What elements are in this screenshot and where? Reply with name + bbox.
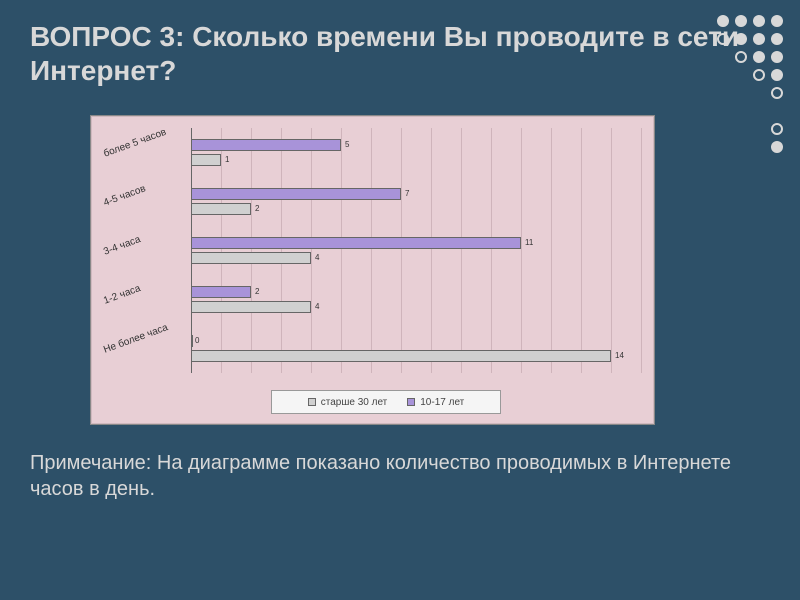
dot-spacer — [717, 69, 729, 81]
bar-value-label: 4 — [315, 302, 319, 311]
bar-series-a — [191, 335, 193, 347]
dot-filled-icon — [735, 15, 747, 27]
legend-swatch — [407, 398, 415, 406]
corner-decoration — [717, 15, 785, 155]
dot-spacer — [753, 105, 765, 117]
bar-series-a — [191, 139, 341, 151]
legend-swatch — [308, 398, 316, 406]
dot-spacer — [735, 123, 747, 135]
dot-filled-icon — [717, 15, 729, 27]
dot-filled-icon — [771, 33, 783, 45]
dot-outline-icon — [771, 87, 783, 99]
dot-spacer — [735, 105, 747, 117]
bar-series-a — [191, 237, 521, 249]
bar-series-b — [191, 154, 221, 166]
legend-label: старше 30 лет — [321, 397, 388, 408]
bar-value-label: 7 — [405, 189, 409, 198]
bar-value-label: 0 — [195, 336, 199, 345]
dot-spacer — [717, 51, 729, 63]
legend: старше 30 лет 10-17 лет — [271, 390, 501, 414]
bar-series-b — [191, 252, 311, 264]
dot-spacer — [735, 87, 747, 99]
dot-filled-icon — [771, 69, 783, 81]
dot-outline-icon — [771, 123, 783, 135]
slide-note: Примечание: На диаграмме показано количе… — [30, 450, 770, 502]
legend-label: 10-17 лет — [420, 397, 464, 408]
dot-spacer — [735, 141, 747, 153]
bar-value-label: 11 — [525, 238, 533, 247]
dot-spacer — [753, 141, 765, 153]
bar-series-b — [191, 203, 251, 215]
legend-item: 10-17 лет — [407, 397, 464, 408]
chart-container: более 5 часов 4-5 часов 3-4 часа 1-2 часа Не… — [90, 115, 655, 425]
y-axis-labels: более 5 часов 4-5 часов 3-4 часа 1-2 часа Не… — [96, 128, 186, 373]
bar-value-label: 2 — [255, 204, 259, 213]
bar-series-b — [191, 350, 611, 362]
bar-value-label: 1 — [225, 155, 229, 164]
bar-value-label: 5 — [345, 140, 349, 149]
dot-spacer — [717, 87, 729, 99]
dot-spacer — [753, 123, 765, 135]
bar-value-label: 4 — [315, 253, 319, 262]
category-label: Не более часа — [102, 322, 169, 355]
dot-spacer — [717, 141, 729, 153]
category-label: более 5 часов — [102, 126, 168, 159]
dot-spacer — [771, 105, 783, 117]
category-label: 3-4 часа — [102, 234, 142, 258]
bar-series-a — [191, 188, 401, 200]
dot-spacer — [753, 87, 765, 99]
dot-filled-icon — [753, 15, 765, 27]
slide-title: ВОПРОС 3: Сколько времени Вы проводите в… — [0, 0, 800, 97]
dot-spacer — [717, 123, 729, 135]
dot-filled-icon — [771, 141, 783, 153]
bar-series-b — [191, 301, 311, 313]
category-label: 1-2 часа — [102, 283, 142, 307]
dot-filled-icon — [735, 33, 747, 45]
dot-spacer — [735, 69, 747, 81]
chart-plot-area: 5 1 7 2 11 4 2 4 0 14 — [191, 128, 639, 373]
dot-outline-icon — [735, 51, 747, 63]
dot-filled-icon — [753, 33, 765, 45]
legend-item: старше 30 лет — [308, 397, 388, 408]
bar-value-label: 2 — [255, 287, 259, 296]
dot-spacer — [717, 105, 729, 117]
dot-outline-icon — [717, 33, 729, 45]
dot-filled-icon — [771, 51, 783, 63]
dot-filled-icon — [753, 51, 765, 63]
gridline — [641, 128, 642, 373]
bar-series-a — [191, 286, 251, 298]
category-label: 4-5 часов — [102, 183, 147, 208]
bar-value-label: 14 — [615, 351, 624, 360]
dot-filled-icon — [771, 15, 783, 27]
dot-outline-icon — [753, 69, 765, 81]
